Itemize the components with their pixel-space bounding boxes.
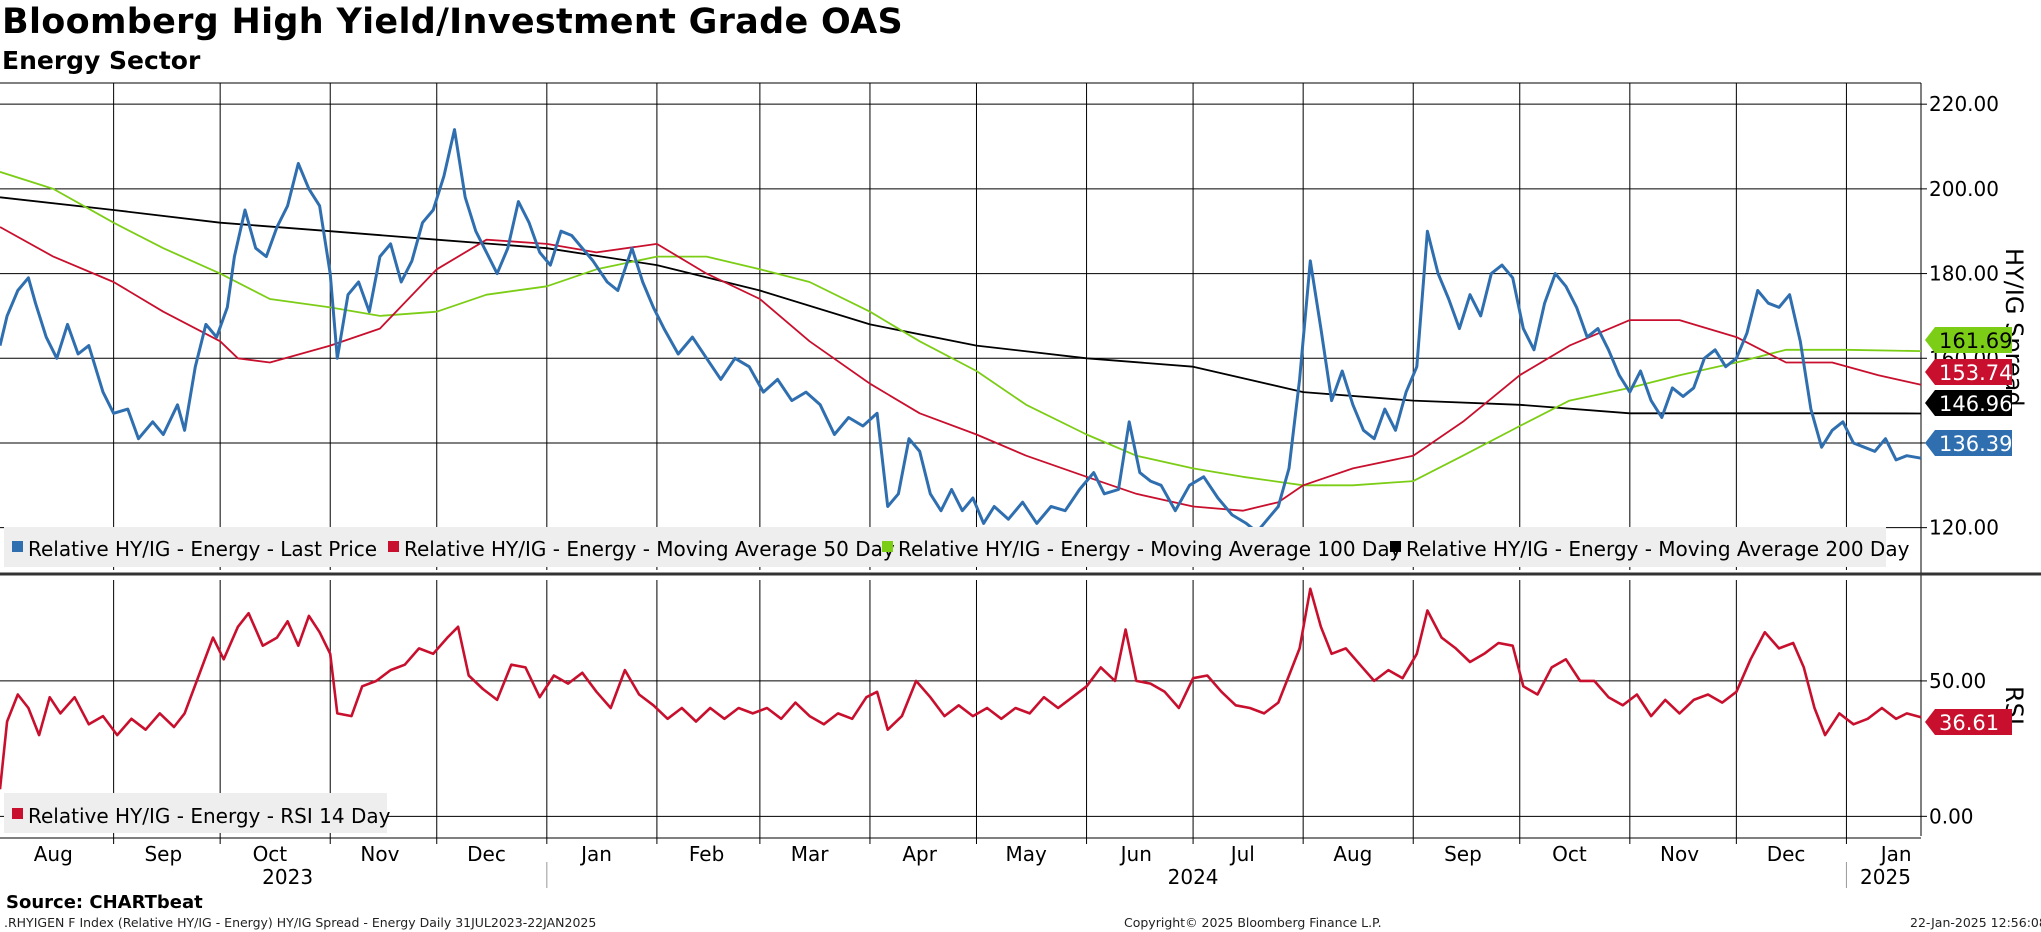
ma100-value-flag-bg: [1925, 327, 2012, 353]
legend-ma50: Relative HY/IG - Energy - Moving Average…: [404, 537, 895, 561]
source-note: Source: CHARTbeat: [6, 892, 203, 913]
xtick-label-month: Feb: [689, 842, 724, 866]
ticker-description: .RHYIGEN F Index (Relative HY/IG - Energ…: [4, 915, 597, 930]
ma200-value-flag: 146.96: [1939, 392, 2012, 416]
legend-ma100: Relative HY/IG - Energy - Moving Average…: [898, 537, 1402, 561]
xtick-label-month: Jun: [1119, 842, 1152, 866]
xtick-label-year: 2023: [262, 865, 313, 889]
ma200-value-flag-bg: [1925, 390, 2012, 416]
legend-ma50-swatch: [388, 541, 399, 552]
legend-last-price: Relative HY/IG - Energy - Last Price: [28, 537, 377, 561]
top-ytick-label: 180.00: [1929, 262, 1999, 286]
top-legend-background: [4, 527, 1886, 567]
rsi-line: [0, 587, 1922, 790]
xtick-label-year: 2024: [1168, 865, 1219, 889]
ma100-value-flag: 161.69: [1939, 329, 2012, 353]
ma50-value-flag: 153.74: [1939, 361, 2012, 385]
legend-rsi: Relative HY/IG - Energy - RSI 14 Day: [28, 804, 391, 828]
xtick-label-month: Jan: [1879, 842, 1912, 866]
copyright-note: Copyright© 2025 Bloomberg Finance L.P.: [1124, 915, 1382, 930]
xtick-label-month: Oct: [253, 842, 288, 866]
last-price-line: [0, 128, 1922, 534]
bottom-ytick-label: 50.00: [1929, 669, 1986, 693]
xtick-label-month: Dec: [1767, 842, 1806, 866]
xtick-label-month: Apr: [902, 842, 937, 866]
legend-ma200-swatch: [1390, 541, 1401, 552]
legend-rsi-swatch: [12, 808, 23, 819]
chart-subtitle: Energy Sector: [2, 46, 201, 75]
xtick-label-month: Oct: [1552, 842, 1587, 866]
xtick-label-month: Sep: [144, 842, 182, 866]
xtick-label-month: Aug: [1333, 842, 1372, 866]
legend-last-price-swatch: [12, 541, 23, 552]
ma50-line: [0, 226, 1922, 512]
bottom-ytick-label: 0.00: [1929, 804, 1974, 828]
xtick-label-month: Nov: [360, 842, 399, 866]
xtick-label-year: 2025: [1860, 865, 1911, 889]
top-ytick-label: 220.00: [1929, 92, 1999, 116]
xtick-label-month: Nov: [1660, 842, 1699, 866]
top-ytick-label: 200.00: [1929, 177, 1999, 201]
xtick-label-month: Aug: [34, 842, 73, 866]
bottom-legend-background: [4, 793, 387, 833]
ma100-line: [0, 171, 1922, 487]
rsi-value-flag: 36.61: [1939, 711, 1999, 735]
xtick-label-month: Jan: [579, 842, 612, 866]
xtick-label-month: Jul: [1229, 842, 1255, 866]
chart-title: Bloomberg High Yield/Investment Grade OA…: [2, 2, 903, 42]
last-price-value-flag-bg: [1925, 430, 2012, 456]
ma200-line: [0, 196, 1922, 415]
xtick-label-month: Dec: [467, 842, 506, 866]
top-ytick-label: 120.00: [1929, 516, 1999, 540]
timestamp: 22-Jan-2025 12:56:08: [1910, 915, 2041, 930]
last-price-value-flag: 136.39: [1939, 432, 2012, 456]
legend-ma200: Relative HY/IG - Energy - Moving Average…: [1406, 537, 1910, 561]
xtick-label-month: Sep: [1444, 842, 1482, 866]
xtick-label-month: May: [1006, 842, 1048, 866]
rsi-value-flag-bg: [1925, 709, 2012, 735]
ma50-value-flag-bg: [1925, 359, 2012, 385]
legend-ma100-swatch: [882, 541, 893, 552]
xtick-label-month: Mar: [791, 842, 830, 866]
